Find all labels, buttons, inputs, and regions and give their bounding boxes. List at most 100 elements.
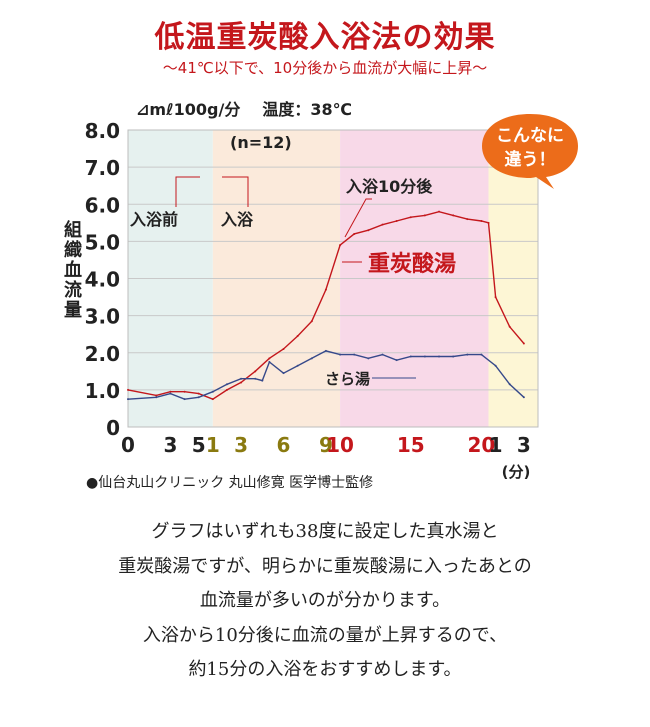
phase-label: 入浴 xyxy=(221,210,254,229)
caption-line: 入浴から10分後に血流の量が上昇するので、 xyxy=(142,624,508,646)
data-point xyxy=(438,210,441,213)
x-tick-label: 1 xyxy=(489,433,503,457)
data-point xyxy=(452,214,455,217)
y-tick-label: 2.0 xyxy=(85,342,120,366)
leader-line xyxy=(175,176,200,207)
data-point xyxy=(211,390,214,393)
data-point xyxy=(508,383,511,386)
data-point xyxy=(282,348,285,351)
temperature-label: 温度：38℃ xyxy=(262,100,352,119)
data-point xyxy=(324,288,327,291)
data-point xyxy=(261,379,264,382)
data-point xyxy=(367,229,370,232)
caption-line: 血流量が多いのが分かります。 xyxy=(199,590,451,611)
x-tick-label: 0 xyxy=(121,433,135,457)
y-tick-label: 0 xyxy=(106,416,120,440)
data-point xyxy=(155,394,158,397)
callout-text: こんなに 違う！ xyxy=(496,126,564,170)
caption-line: 重炭酸湯ですが、明らかに重炭酸湯に入ったあとの xyxy=(118,555,532,577)
x-tick-label: 15 xyxy=(397,433,425,457)
data-point xyxy=(183,398,186,401)
data-point xyxy=(127,388,129,391)
data-point xyxy=(211,398,214,401)
caption-line: 約15分の入浴をおすすめします。 xyxy=(188,659,462,680)
data-point xyxy=(508,325,511,328)
data-point xyxy=(310,320,313,323)
data-point xyxy=(254,377,257,380)
data-point xyxy=(296,335,299,338)
x-tick-label: 3 xyxy=(517,433,531,457)
data-point xyxy=(395,219,398,222)
unit-header: ⊿mℓ100g/分 温度：38℃ xyxy=(136,96,352,120)
y-tick-label: 5.0 xyxy=(85,230,120,254)
data-point xyxy=(494,364,497,367)
data-point xyxy=(466,353,469,356)
x-tick-label: 3 xyxy=(234,433,248,457)
chart-title: 低温重炭酸入浴法の効果 xyxy=(154,20,496,55)
data-point xyxy=(494,296,497,299)
series-label: さら湯 xyxy=(325,370,370,388)
x-unit-label: (分) xyxy=(502,463,531,481)
data-point xyxy=(395,359,398,362)
chart-subtitle: 〜41℃以下で、10分後から血流が大幅に上昇〜 xyxy=(162,59,488,77)
data-point xyxy=(423,214,426,217)
caption-line: グラフはいずれも38度に設定した真水湯と xyxy=(151,521,499,542)
x-tick-label: 20 xyxy=(468,433,496,457)
data-point xyxy=(225,383,228,386)
x-tick-label: 1 xyxy=(206,433,220,457)
data-point xyxy=(452,355,455,358)
data-point xyxy=(409,355,412,358)
x-tick-label: 9 xyxy=(319,433,333,457)
data-point xyxy=(282,372,285,375)
y-tick-label: 3.0 xyxy=(85,305,120,329)
data-point xyxy=(353,232,356,235)
y-tick-label: 1.0 xyxy=(85,379,120,403)
data-point xyxy=(240,381,243,384)
data-point xyxy=(310,357,313,360)
data-point xyxy=(522,342,525,345)
data-point xyxy=(339,244,342,247)
data-point xyxy=(423,355,426,358)
x-tick-label: 10 xyxy=(326,433,354,457)
y-tick-label: 7.0 xyxy=(85,156,120,180)
data-point xyxy=(522,396,525,399)
data-point xyxy=(183,390,186,393)
data-point xyxy=(480,219,483,222)
data-point xyxy=(339,353,342,356)
data-point xyxy=(367,357,370,360)
x-tick-label: 5 xyxy=(192,433,206,457)
unit-label: ⊿mℓ100g/分 xyxy=(136,100,241,119)
data-point xyxy=(127,398,129,401)
data-point xyxy=(254,370,257,373)
data-point xyxy=(197,396,200,399)
y-tick-label: 8.0 xyxy=(85,119,120,143)
series-label: 重炭酸湯 xyxy=(368,251,456,277)
phase-label: 入浴10分後 xyxy=(346,177,433,196)
data-point xyxy=(353,353,356,356)
x-tick-label: 6 xyxy=(277,433,291,457)
data-point xyxy=(169,392,172,395)
data-point xyxy=(409,216,412,219)
data-point xyxy=(487,221,490,224)
phase-label: 入浴前 xyxy=(130,210,178,229)
leader-line xyxy=(344,198,372,238)
data-point xyxy=(268,357,271,360)
data-point xyxy=(324,349,327,352)
data-point xyxy=(225,388,228,391)
leader-line xyxy=(222,176,249,207)
y-tick-label: 6.0 xyxy=(85,193,120,217)
data-point xyxy=(155,396,158,399)
y-tick-label: 4.0 xyxy=(85,268,120,292)
data-point xyxy=(296,364,299,367)
data-point xyxy=(381,353,384,356)
data-point xyxy=(438,355,441,358)
callout-bubble xyxy=(482,114,578,189)
data-point xyxy=(240,377,243,380)
data-point xyxy=(381,223,384,226)
sample-size-label: (n=12) xyxy=(230,133,292,152)
data-point xyxy=(466,218,469,221)
caption: グラフはいずれも38度に設定した真水湯と 重炭酸湯ですが、明らかに重炭酸湯に入っ… xyxy=(0,515,650,688)
y-axis-label: 組織血流量 xyxy=(61,220,82,320)
data-point xyxy=(197,392,200,395)
